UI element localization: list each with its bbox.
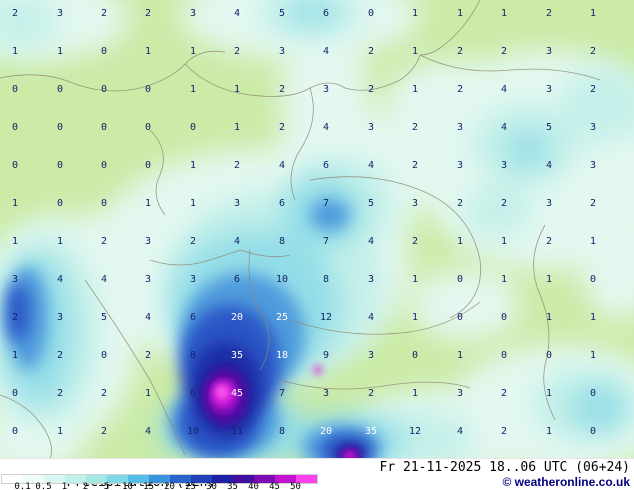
colorbar-segment [191, 475, 212, 483]
scale-label: 20 [164, 482, 175, 490]
scale-label: 15 [143, 482, 154, 490]
colorbar-segment [170, 475, 191, 483]
colorbar-segment [212, 475, 233, 483]
colorbar-segment [23, 475, 44, 483]
scale-label: 40 [248, 482, 259, 490]
colorbar-segment [275, 475, 296, 483]
precip-layer-magenta-core [217, 386, 227, 398]
colorbar-segment [296, 475, 317, 483]
scale-label: 5 [103, 482, 110, 490]
scale-label: 35 [227, 482, 238, 490]
datetime-label: Fr 21-11-2025 18..06 UTC (06+24) [379, 460, 630, 475]
colorbar-segment [65, 475, 86, 483]
colorbar-segment [2, 475, 23, 483]
scale-label: 1 [61, 482, 68, 490]
precipitation-field [0, 0, 634, 458]
colorbar [1, 474, 318, 484]
colorbar-segment [254, 475, 275, 483]
colorbar-labels: 0.1 0.5 1 2 5 10 15 20 25 30 35 40 45 50 [2, 483, 322, 490]
colorbar-segment [86, 475, 107, 483]
scale-label: 30 [206, 482, 217, 490]
colorbar-segment [107, 475, 128, 483]
scale-label: 10 [122, 482, 133, 490]
country-borders [0, 0, 601, 458]
scale-label: 45 [269, 482, 280, 490]
scale-label: 25 [185, 482, 196, 490]
colorbar-segment [233, 475, 254, 483]
colorbar-segment [149, 475, 170, 483]
scale-label: 2 [82, 482, 89, 490]
colorbar-segment [128, 475, 149, 483]
copyright-label: © weatheronline.co.uk [502, 475, 630, 489]
scale-label: 0.1 [14, 482, 31, 490]
legend-bar: Precipitation (12h) [mm] GFS Fr 21-11-20… [0, 458, 634, 490]
scale-label: 50 [290, 482, 301, 490]
colorbar-segment [44, 475, 65, 483]
scale-label: 0.5 [35, 482, 52, 490]
